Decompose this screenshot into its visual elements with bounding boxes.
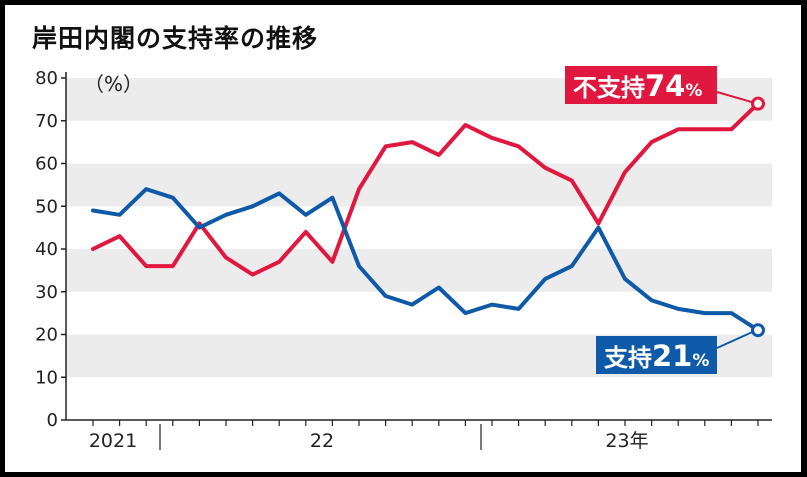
callout-label: 不支持74%	[573, 69, 702, 103]
callout-box	[565, 66, 717, 104]
grid-band	[66, 249, 772, 292]
y-tick-label: 70	[35, 111, 58, 132]
callout-leader	[716, 91, 755, 104]
x-period-label: 22	[310, 430, 334, 452]
series-line	[91, 101, 760, 277]
series-endpoint	[751, 323, 765, 338]
y-tick-label: 80	[35, 68, 58, 89]
y-tick-label: 0	[47, 410, 58, 431]
y-tick-label: 50	[35, 196, 58, 217]
y-axis-unit: （%）	[84, 72, 143, 96]
y-tick-label: 60	[35, 154, 58, 175]
y-tick-label: 10	[35, 367, 58, 388]
y-tick-label: 20	[35, 325, 58, 346]
series-endpoint	[751, 96, 765, 111]
chart-title: 岸田内閣の支持率の推移	[32, 24, 319, 53]
y-tick-label: 30	[35, 282, 58, 303]
callout-label: 支持21%	[604, 339, 709, 373]
series-line	[91, 187, 760, 333]
x-period-label: 2021	[89, 430, 137, 452]
callout-box	[596, 336, 717, 374]
y-tick-label: 40	[35, 239, 58, 260]
x-period-label: 23年	[605, 430, 648, 452]
callout-leader	[716, 330, 755, 349]
grid-band	[66, 163, 772, 207]
